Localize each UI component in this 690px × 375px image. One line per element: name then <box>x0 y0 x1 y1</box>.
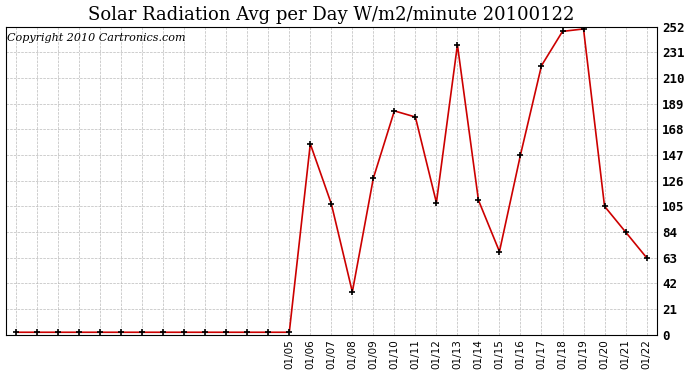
Text: Copyright 2010 Cartronics.com: Copyright 2010 Cartronics.com <box>7 33 186 43</box>
Title: Solar Radiation Avg per Day W/m2/minute 20100122: Solar Radiation Avg per Day W/m2/minute … <box>88 6 575 24</box>
